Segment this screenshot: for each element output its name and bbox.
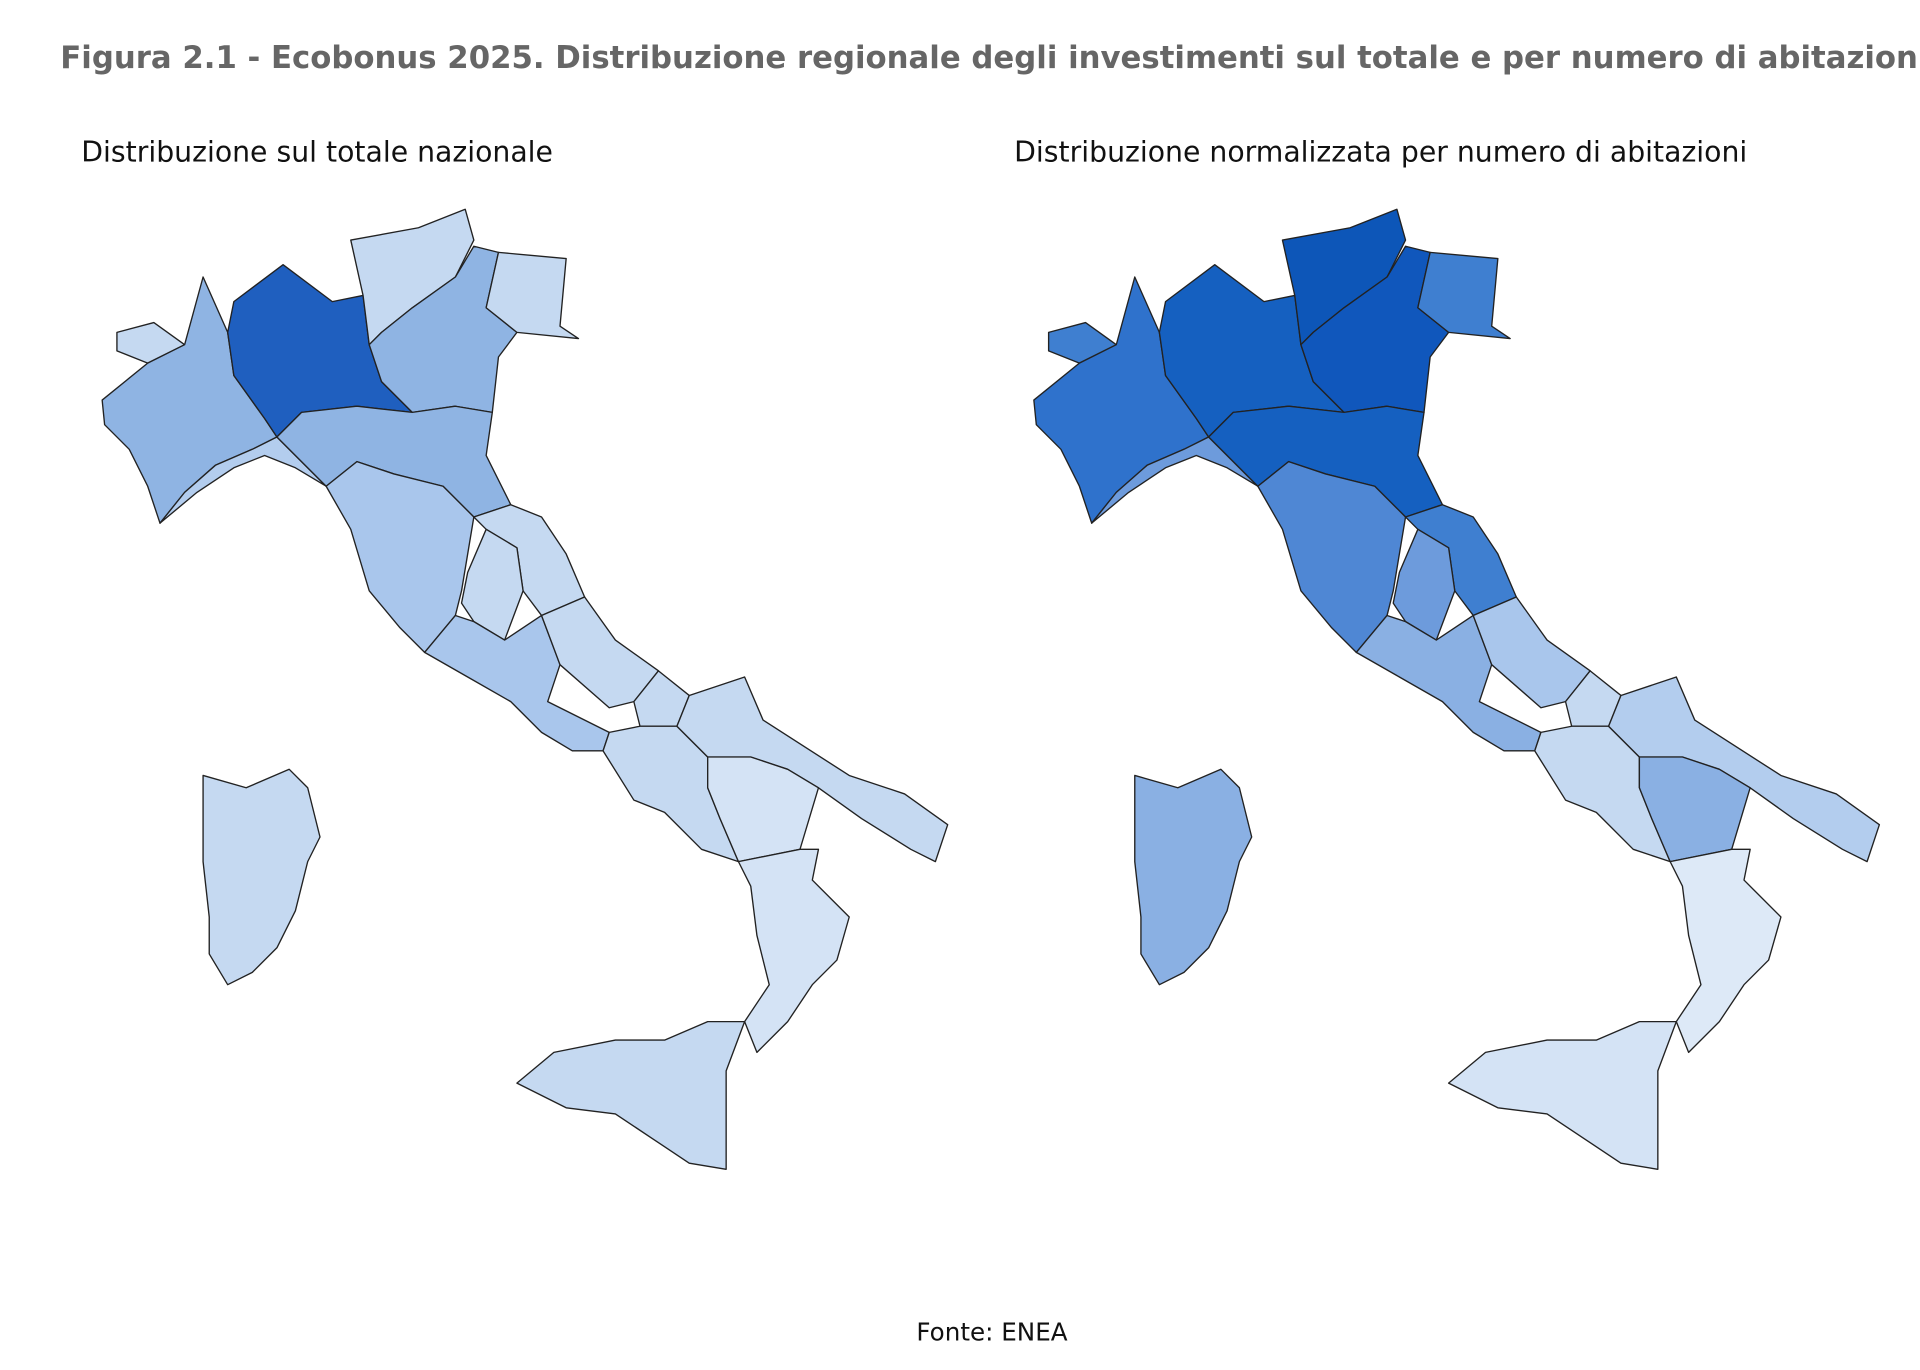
- region: [1472, 596, 1591, 709]
- panel-title: Distribuzione normalizzata per numero di…: [1014, 135, 1747, 168]
- panel-title: Distribuzione sul totale nazionale: [81, 135, 553, 168]
- region: [1134, 768, 1253, 986]
- region: [1355, 614, 1542, 752]
- source: Fonte: ENEA: [916, 1317, 1067, 1346]
- region: [202, 768, 321, 986]
- map: [101, 208, 949, 1170]
- figure-title: Figura 2.1 - Ecobonus 2025. Distribuzion…: [60, 40, 1920, 76]
- region: [485, 251, 580, 340]
- region: [1447, 1020, 1677, 1170]
- map: [1033, 208, 1881, 1170]
- region: [423, 614, 610, 752]
- region: [1392, 528, 1456, 641]
- region: [460, 528, 524, 641]
- region: [1669, 848, 1782, 1054]
- region: [516, 1020, 746, 1170]
- region: [737, 848, 850, 1054]
- region: [1417, 251, 1511, 340]
- region: [325, 460, 475, 654]
- region: [540, 596, 660, 709]
- region: [1257, 460, 1407, 654]
